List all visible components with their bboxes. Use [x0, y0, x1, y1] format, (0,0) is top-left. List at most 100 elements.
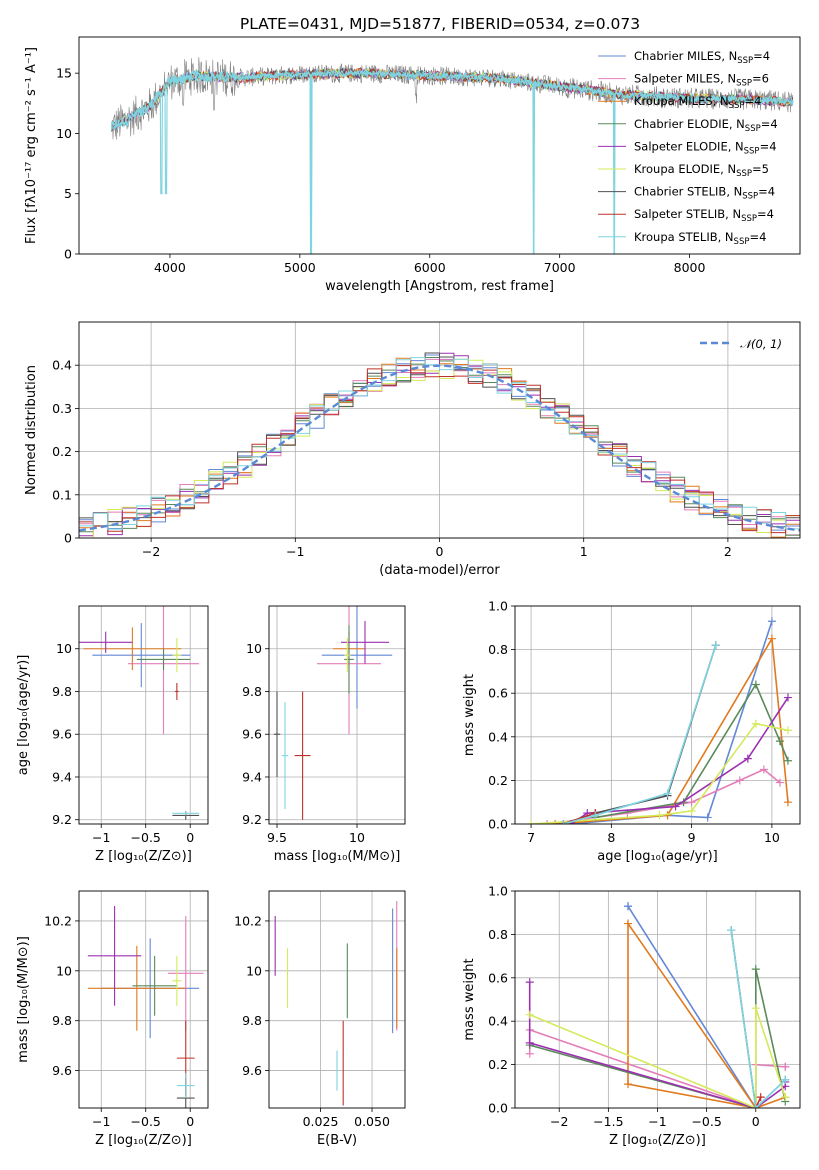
- y-tick-label: 0.0: [488, 1101, 508, 1116]
- y-tick-label: 9.2: [242, 812, 262, 827]
- x-tick-label: 10: [764, 830, 780, 845]
- y-tick-label: 0.1: [52, 487, 72, 502]
- weight-marker: [781, 1062, 790, 1071]
- normal-reference-curve: [79, 364, 800, 532]
- weight-marker: [543, 820, 552, 824]
- x-axis-label: Z [log₁₀(Z/Z⊙)]: [609, 1133, 706, 1148]
- weight-marker: [775, 778, 784, 787]
- residual-histogram: [79, 352, 800, 528]
- model-spectrum-top: [110, 68, 794, 254]
- y-axis-label: Normed distribution: [24, 365, 39, 495]
- weight-series: [555, 636, 789, 824]
- weight-marker: [751, 719, 760, 728]
- y-axis-label: mass [log₁₀(M/M⊙)]: [16, 936, 31, 1063]
- weight-marker: [743, 754, 752, 763]
- weight-marker: [624, 902, 633, 911]
- x-tick-label: 0: [436, 544, 444, 559]
- weight-lines: [525, 902, 790, 1108]
- weight-series: [529, 1007, 787, 1108]
- axes-frame: [268, 605, 406, 825]
- y-tick-label: 0.3: [52, 401, 72, 416]
- legend-label: Kroupa STELIB, NSSP=4: [634, 230, 766, 247]
- y-tick-label: 0.4: [488, 1014, 508, 1029]
- weight-marker: [711, 641, 720, 650]
- y-tick-label: 0.2: [52, 444, 72, 459]
- x-tick-label: 4000: [154, 260, 186, 275]
- x-tick-label: 0: [752, 1114, 760, 1129]
- y-tick-label: 10: [246, 641, 262, 656]
- y-tick-label: 9.6: [52, 727, 72, 742]
- y-tick-label: 9.2: [52, 812, 72, 827]
- weight-marker: [783, 726, 792, 735]
- y-axis-label: mass weight: [462, 674, 477, 756]
- x-tick-label: 5000: [284, 260, 316, 275]
- y-tick-label: 10: [56, 126, 72, 141]
- legend-label: Salpeter ELODIE, NSSP=4: [634, 139, 777, 156]
- x-tick-label: 7000: [544, 260, 576, 275]
- weight-marker: [525, 1038, 534, 1047]
- axes-frame: [78, 321, 801, 539]
- x-tick-label: 8: [607, 830, 615, 845]
- spectrum-panel: 4000 5000 6000 7000 8000 0 5 10 15 wavelength [An…: [24, 36, 801, 294]
- y-tick-label: 9.6: [242, 727, 262, 742]
- y-tick-label: 0.0: [488, 817, 508, 832]
- y-tick-label: 1.0: [488, 599, 508, 614]
- y-axis-label: Flux [fλ10⁻¹⁷ erg cm⁻² s⁻¹ A⁻¹]: [24, 47, 39, 244]
- weight-marker: [525, 1010, 534, 1019]
- axes-frame: [268, 890, 406, 1109]
- y-tick-label: 0.6: [488, 970, 508, 985]
- residual-histogram: [79, 357, 800, 530]
- age-vs-metallicity-panel: −1 −0.5 0 9.2 9.4 9.6 9.8 10 Z [log₁₀(Z/Z⊙)] age …: [16, 605, 209, 864]
- weight-marker: [781, 1093, 790, 1102]
- y-tick-label: 9.8: [52, 684, 72, 699]
- y-tick-label: 10.2: [234, 913, 262, 928]
- x-axis-label: (data-model)/error: [379, 563, 500, 578]
- y-tick-label: 0.8: [488, 642, 508, 657]
- legend-label: Kroupa ELODIE, NSSP=5: [634, 162, 769, 179]
- error-bars: [274, 900, 398, 1106]
- y-tick-label: 0: [64, 531, 72, 546]
- weight-marker: [751, 1004, 760, 1013]
- error-bars: [273, 606, 393, 820]
- mass-weight-vs-metallicity-panel: −2 −1.5 −1 −0.5 0 0.0 0.2 0.4 0.6 0.8 1.0 Z [log₁₀(…: [462, 884, 801, 1148]
- y-tick-label: 10: [246, 963, 262, 978]
- x-tick-label: −1: [648, 1114, 666, 1129]
- x-tick-label: 9: [688, 830, 696, 845]
- x-tick-label: 0.050: [354, 1114, 390, 1129]
- weight-marker: [671, 802, 680, 811]
- x-tick-label: 7: [527, 830, 535, 845]
- weight-marker: [727, 926, 736, 935]
- weight-marker: [751, 1104, 760, 1108]
- x-tick-label: −0.5: [131, 830, 161, 845]
- weight-marker: [703, 813, 712, 822]
- weight-marker: [767, 634, 776, 643]
- x-tick-label: 0.025: [303, 1114, 339, 1129]
- axes-frame: [514, 605, 801, 825]
- weight-marker: [783, 756, 792, 765]
- spectrum-legend: Chabrier MILES, NSSP=4 Salpeter MILES, NS…: [598, 49, 778, 247]
- axes-frame: [78, 605, 209, 825]
- axes-frame: [78, 890, 209, 1109]
- spectrum-lines: [110, 57, 794, 254]
- residuals-panel: −2 −1 0 1 2 0 0.1 0.2 0.3 0.4 (data-model)/error No…: [24, 321, 801, 578]
- legend-label: 𝒩(0, 1): [740, 337, 782, 351]
- weight-marker: [527, 820, 536, 824]
- y-tick-label: 10.2: [44, 913, 72, 928]
- mass-vs-metallicity-panel: −1 −0.5 0 9.6 9.8 10 10.2 Z [log₁₀(Z/Z⊙)] mass […: [16, 890, 209, 1148]
- weight-marker: [751, 680, 760, 689]
- y-tick-label: 9.6: [52, 1063, 72, 1078]
- x-tick-label: 2: [724, 544, 732, 559]
- y-tick-label: 0.4: [488, 729, 508, 744]
- legend-label: Chabrier STELIB, NSSP=4: [634, 185, 775, 202]
- y-tick-label: 9.6: [242, 1063, 262, 1078]
- weight-lines: [527, 617, 792, 824]
- y-tick-label: 9.8: [52, 1013, 72, 1028]
- y-tick-label: 10: [56, 963, 72, 978]
- weight-marker: [624, 1080, 633, 1089]
- weight-series: [730, 929, 786, 1108]
- weight-marker: [663, 789, 672, 798]
- weight-marker: [783, 693, 792, 702]
- weight-marker: [624, 919, 633, 928]
- x-tick-label: −2: [142, 544, 160, 559]
- error-bars: [79, 606, 200, 820]
